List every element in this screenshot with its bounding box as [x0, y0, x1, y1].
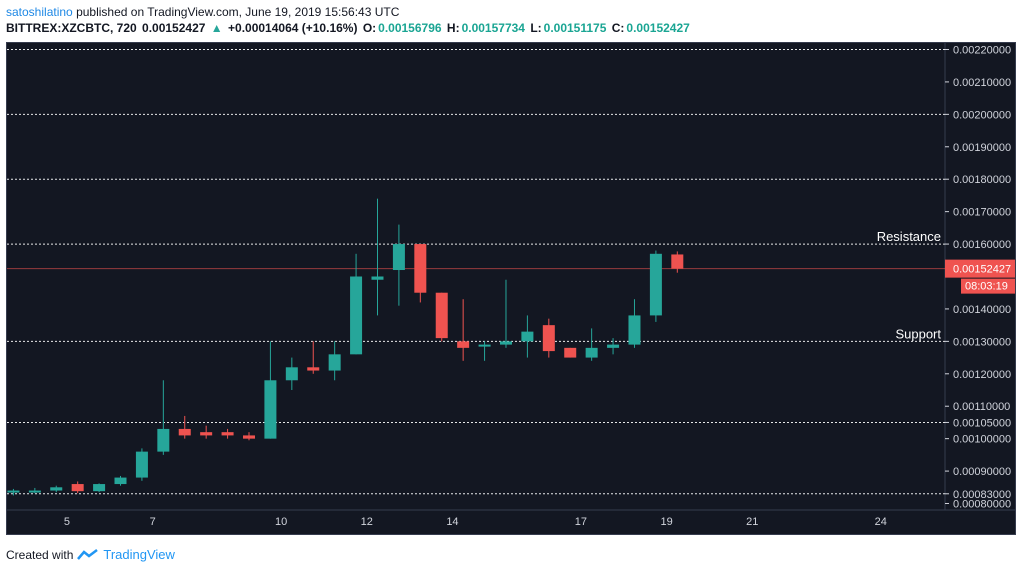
publish-line: satoshilatino published on TradingView.c…: [6, 4, 692, 20]
price-tick-label: 0.00160000: [953, 239, 1011, 251]
tradingview-brand[interactable]: TradingView: [103, 547, 175, 562]
last-price-badge: [945, 259, 1015, 278]
candle-body: [200, 432, 213, 436]
ohlc-line: BITTREX:XZCBTC, 720 0.00152427 ▲ +0.0001…: [6, 20, 692, 36]
candle-body: [157, 428, 170, 452]
candle-body: [457, 341, 470, 348]
candle-body: [671, 254, 684, 269]
candle-body: [564, 347, 577, 358]
open-value: 0.00156796: [378, 21, 442, 35]
level-annotation: Resistance: [877, 229, 941, 244]
candle-body: [264, 380, 277, 439]
price-tick-label: 0.00170000: [953, 207, 1011, 219]
candle-body: [350, 276, 363, 355]
candle-body: [435, 292, 448, 339]
candle-body: [178, 428, 191, 436]
author-link[interactable]: satoshilatino: [6, 5, 73, 19]
price-change: +0.00014064 (+10.16%): [228, 21, 358, 35]
time-tick-label: 17: [575, 516, 587, 528]
low-label: L:: [530, 21, 542, 35]
close-value: 0.00152427: [626, 21, 690, 35]
high-label: H:: [446, 21, 460, 35]
chart-header: satoshilatino published on TradingView.c…: [6, 4, 692, 36]
candle-body: [649, 253, 662, 316]
candle-body: [628, 315, 641, 345]
candle-body: [114, 477, 127, 485]
price-tick-label: 0.00210000: [953, 77, 1011, 89]
last-price: 0.00152427: [142, 21, 206, 35]
candlestick-chart[interactable]: 0.00220000 0.00210000 0.00200000 0.00190000…: [7, 43, 1015, 534]
price-tick-label: 0.00200000: [953, 109, 1011, 121]
candle-body: [499, 341, 512, 345]
candle-body: [585, 347, 598, 358]
candle-body: [242, 435, 255, 439]
price-tick-label: 0.00130000: [953, 336, 1011, 348]
price-tick-label: 0.00120000: [953, 369, 1011, 381]
candle-body: [392, 244, 405, 271]
tradingview-logo-icon: [77, 548, 99, 560]
level-annotation: Support: [895, 326, 941, 341]
candle-body: [542, 325, 555, 352]
candle-body: [307, 367, 320, 371]
candle-body: [135, 451, 148, 478]
time-tick-label: 10: [275, 516, 287, 528]
symbol-label: BITTREX:XZCBTC, 720: [6, 21, 137, 35]
time-tick-label: 21: [746, 516, 758, 528]
time-tick-label: 12: [361, 516, 373, 528]
candle-body: [414, 244, 427, 293]
candle-body: [7, 490, 20, 493]
candle-body: [28, 490, 41, 493]
price-tick-label: 0.00110000: [953, 401, 1010, 413]
candle-body: [521, 331, 534, 342]
countdown-label: 08:03:19: [965, 281, 1008, 293]
time-tick-label: 7: [150, 516, 156, 528]
time-tick-label: 5: [64, 516, 70, 528]
price-tick-label: 0.00090000: [953, 466, 1011, 478]
candle-body: [93, 484, 106, 492]
footer: Created with TradingView: [6, 547, 175, 562]
candle-body: [607, 344, 620, 348]
candle-body: [71, 484, 84, 492]
price-tick-label: 0.00105000: [953, 417, 1011, 429]
last-price-badge-label: 0.00152427: [953, 264, 1011, 276]
close-label: C:: [611, 21, 625, 35]
time-tick-label: 19: [660, 516, 672, 528]
up-triangle-icon: ▲: [210, 21, 223, 35]
price-tick-label: 0.00080000: [953, 499, 1011, 511]
price-tick-label: 0.00190000: [953, 142, 1011, 154]
countdown-badge: [961, 278, 1015, 294]
time-tick-label: 24: [875, 516, 887, 528]
price-tick-label: 0.00140000: [953, 304, 1011, 316]
low-value: 0.00151175: [543, 21, 607, 35]
candle-body: [285, 367, 298, 381]
price-tick-label: 0.00180000: [953, 174, 1011, 186]
high-value: 0.00157734: [461, 21, 525, 35]
published-text: published on TradingView.com, June 19, 2…: [76, 5, 400, 19]
candle-body: [221, 432, 234, 436]
candle-body: [478, 344, 491, 347]
candle-body: [371, 276, 384, 280]
price-tick-label: 0.00220000: [953, 44, 1011, 56]
chart-panel[interactable]: 0.00220000 0.00210000 0.00200000 0.00190000…: [6, 42, 1016, 535]
price-tick-label: 0.00100000: [953, 434, 1011, 446]
time-tick-label: 14: [446, 516, 458, 528]
price-tick-label: 0.00083000: [953, 489, 1011, 501]
created-with-text: Created with: [6, 547, 74, 562]
candle-body: [50, 487, 63, 491]
candle-body: [328, 354, 341, 371]
open-label: O:: [362, 21, 377, 35]
